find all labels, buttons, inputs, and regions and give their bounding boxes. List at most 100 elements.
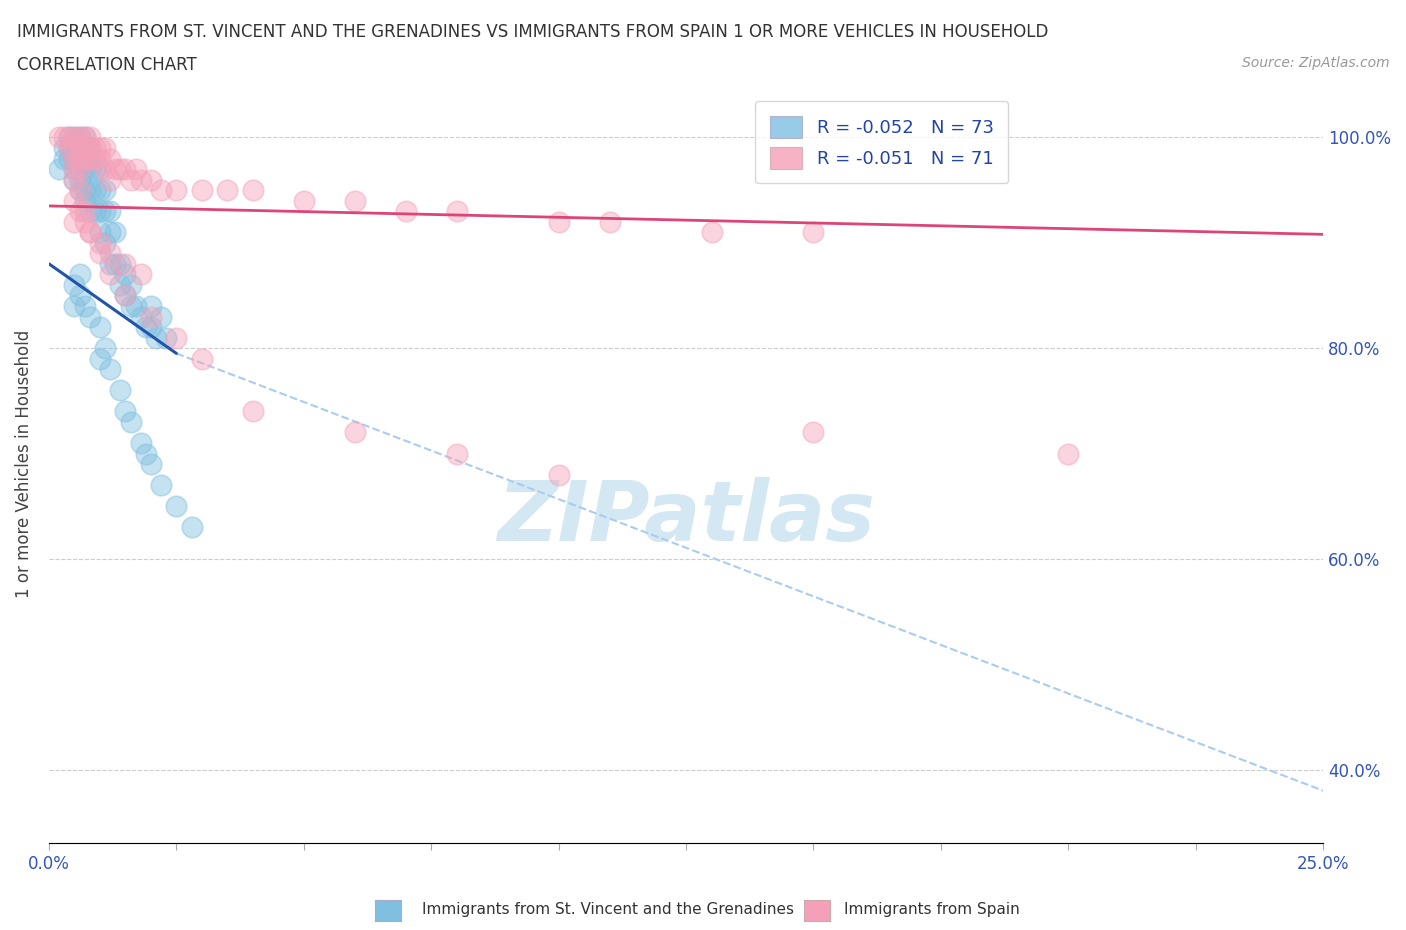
Point: [89, 225, 111, 240]
Point: [94, 235, 117, 250]
Point: [63, 140, 86, 155]
Point: [69, 162, 91, 177]
Point: [63, 162, 86, 177]
Point: [145, 330, 167, 345]
Point: [79, 225, 101, 240]
Point: [150, 182, 173, 197]
Point: [120, 415, 142, 430]
Point: [98, 362, 121, 377]
Point: [48, 130, 70, 145]
Point: [94, 162, 117, 177]
Point: [110, 383, 132, 398]
Legend: R = -0.052   N = 73, R = -0.051   N = 71: R = -0.052 N = 73, R = -0.051 N = 71: [755, 101, 1008, 183]
Point: [165, 182, 187, 197]
Point: [73, 130, 96, 145]
Point: [1057, 446, 1080, 461]
Point: [98, 225, 121, 240]
Point: [165, 498, 187, 513]
Point: [98, 204, 121, 219]
Point: [94, 340, 117, 355]
Point: [63, 172, 86, 187]
Point: [83, 162, 105, 177]
Point: [191, 352, 214, 366]
Point: [165, 330, 187, 345]
Point: [73, 140, 96, 155]
Point: [98, 246, 121, 260]
Point: [69, 182, 91, 197]
Point: [110, 277, 132, 292]
Point: [53, 140, 76, 155]
Point: [191, 182, 214, 197]
Point: [139, 320, 162, 335]
Point: [58, 140, 80, 155]
Point: [73, 151, 96, 166]
Point: [83, 151, 105, 166]
Point: [63, 172, 86, 187]
Point: [135, 320, 157, 335]
Point: [139, 457, 162, 472]
Point: [129, 435, 152, 450]
Point: [58, 140, 80, 155]
Point: [114, 288, 136, 303]
Point: [150, 478, 173, 493]
Point: [69, 267, 91, 282]
Point: [94, 182, 117, 197]
Point: [69, 140, 91, 155]
Point: [803, 425, 825, 440]
Point: [104, 162, 127, 177]
Point: [98, 151, 121, 166]
Point: [58, 151, 80, 166]
Text: IMMIGRANTS FROM ST. VINCENT AND THE GRENADINES VS IMMIGRANTS FROM SPAIN 1 OR MOR: IMMIGRANTS FROM ST. VINCENT AND THE GREN…: [17, 23, 1049, 41]
Point: [114, 404, 136, 418]
Point: [803, 225, 825, 240]
Point: [69, 130, 91, 145]
Point: [53, 151, 76, 166]
Text: Immigrants from Spain: Immigrants from Spain: [844, 902, 1019, 917]
Point: [73, 299, 96, 313]
Point: [110, 162, 132, 177]
Point: [124, 299, 146, 313]
Point: [79, 151, 101, 166]
Point: [58, 130, 80, 145]
Point: [63, 277, 86, 292]
Point: [69, 140, 91, 155]
Point: [292, 193, 315, 208]
Point: [73, 162, 96, 177]
Point: [79, 140, 101, 155]
Point: [700, 225, 723, 240]
Point: [114, 257, 136, 272]
Point: [73, 193, 96, 208]
Point: [89, 352, 111, 366]
Point: [139, 299, 162, 313]
Point: [73, 140, 96, 155]
Point: [79, 309, 101, 324]
Point: [98, 172, 121, 187]
Point: [63, 299, 86, 313]
Text: ZIPatlas: ZIPatlas: [498, 477, 875, 558]
Point: [114, 162, 136, 177]
Point: [120, 299, 142, 313]
Text: CORRELATION CHART: CORRELATION CHART: [17, 56, 197, 73]
Point: [63, 162, 86, 177]
Point: [89, 204, 111, 219]
Point: [180, 520, 202, 535]
Point: [73, 204, 96, 219]
Point: [83, 204, 105, 219]
Point: [395, 204, 418, 219]
Point: [343, 193, 366, 208]
Point: [120, 277, 142, 292]
Text: Source: ZipAtlas.com: Source: ZipAtlas.com: [1241, 56, 1389, 70]
Point: [155, 330, 177, 345]
Point: [48, 162, 70, 177]
Point: [129, 309, 152, 324]
Point: [89, 320, 111, 335]
Point: [69, 130, 91, 145]
Point: [89, 246, 111, 260]
Text: Immigrants from St. Vincent and the Grenadines: Immigrants from St. Vincent and the Gren…: [422, 902, 794, 917]
Point: [63, 193, 86, 208]
Point: [98, 257, 121, 272]
Point: [135, 446, 157, 461]
Point: [63, 151, 86, 166]
Point: [79, 130, 101, 145]
Point: [120, 172, 142, 187]
